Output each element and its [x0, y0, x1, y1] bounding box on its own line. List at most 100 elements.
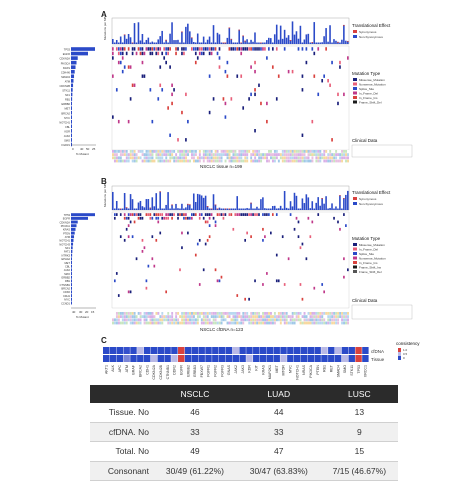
oncoprint-cell — [123, 47, 126, 51]
clinical-cell — [181, 153, 184, 156]
burden-synonymous-cap — [250, 202, 252, 204]
oncoprint-cell — [187, 231, 189, 235]
table-cell: 30/47 (63.83%) — [236, 461, 321, 481]
clinical-cell — [119, 159, 122, 163]
burden-bar — [297, 38, 300, 44]
burden-bar — [121, 42, 124, 44]
clinical-cell — [291, 159, 294, 163]
burden-bar — [319, 205, 321, 210]
clinical-cell — [192, 159, 195, 163]
clinical-cell — [315, 315, 318, 318]
gene-bar — [71, 74, 75, 79]
clinical-cell — [271, 321, 274, 325]
clinical-cell — [135, 318, 138, 322]
clinical-cell — [256, 159, 259, 163]
gene-label: KDR — [65, 129, 71, 133]
gene-bar — [71, 216, 88, 220]
oncoprint-cell — [264, 47, 266, 51]
clinical-cell — [210, 318, 213, 322]
clinical-cell — [204, 150, 207, 153]
oncoprint-cell — [262, 227, 264, 231]
gene-label: SMO — [64, 272, 70, 276]
clinical-cell — [220, 159, 223, 163]
gene-bar — [71, 106, 72, 110]
clinical-cell — [163, 159, 166, 163]
oncoprint-cell — [196, 47, 199, 51]
oncoprint-cell — [167, 216, 169, 220]
oncoprint-cell — [198, 283, 201, 286]
clinical-cell — [309, 321, 312, 325]
clinical-cell — [147, 321, 150, 325]
clinical-cell — [185, 153, 188, 156]
burden-bar — [335, 206, 337, 210]
clinical-cell — [183, 315, 186, 318]
clinical-cell — [112, 150, 114, 153]
table-header-row: NSCLC LUAD LUSC — [90, 385, 398, 403]
clinical-cell — [291, 315, 294, 318]
a-effect-legend-title: Translational Effect — [352, 23, 391, 28]
oncoprint-cell — [175, 47, 177, 51]
oncoprint-cell — [155, 213, 158, 216]
gene-label: CDKN2B — [59, 84, 70, 88]
gene-label: NOTCH1 — [59, 239, 70, 243]
clinical-cell — [171, 321, 174, 325]
clinical-cell — [295, 312, 298, 315]
burden-bar — [141, 206, 144, 210]
oncoprint-cell — [147, 47, 150, 51]
clinical-cell — [149, 318, 152, 322]
clinical-cell — [341, 159, 344, 163]
clinical-cell — [125, 318, 128, 322]
clinical-cell — [218, 318, 221, 322]
burden-bar — [293, 34, 296, 44]
burden-synonymous-cap — [347, 40, 349, 42]
clinical-cell — [153, 315, 156, 318]
clinical-cell — [297, 159, 300, 163]
clinical-cell — [307, 156, 310, 160]
oncoprint-cell — [226, 60, 229, 65]
clinical-cell — [343, 150, 346, 153]
oncoprint-cell — [135, 213, 138, 216]
clinical-cell — [202, 150, 205, 153]
clinical-cell — [157, 159, 160, 163]
clinical-cell — [264, 318, 267, 322]
heatmap-gene-label: CDH1 — [145, 365, 149, 375]
mutation-legend-swatch — [353, 265, 357, 269]
clinical-cell — [133, 321, 136, 325]
clinical-cell — [275, 150, 278, 153]
clinical-cell — [313, 312, 316, 315]
oncoprint-cell — [145, 286, 148, 290]
clinical-cell — [246, 321, 249, 325]
oncoprint-cell — [248, 297, 250, 301]
clinical-cell — [177, 318, 180, 322]
clinical-cell — [228, 318, 231, 322]
burden-synonymous-cap — [123, 34, 126, 36]
clinical-cell — [183, 159, 186, 163]
clinical-cell — [248, 312, 251, 315]
oncoprint-cell — [337, 101, 339, 106]
heatmap-cell-cfdna — [143, 347, 151, 354]
clinical-cell — [264, 315, 267, 318]
burden-bar — [337, 208, 339, 210]
burden-synonymous-cap — [230, 38, 233, 40]
oncoprint-cell — [271, 47, 274, 51]
burden-synonymous-cap — [210, 208, 213, 210]
oncoprint-cell — [131, 83, 134, 87]
b-effect-item-0: Synonymous — [359, 197, 377, 201]
clinical-cell — [115, 150, 118, 153]
gene-bar — [71, 290, 72, 294]
oncoprint-cell — [208, 110, 211, 115]
clinical-cell — [183, 156, 186, 160]
heatmap-gene-label: NRAS — [302, 364, 306, 375]
clinical-cell — [177, 153, 180, 156]
clinical-cell — [194, 153, 197, 156]
clinical-cell — [321, 315, 324, 318]
clinical-cell — [220, 156, 223, 160]
oncoprint-cell — [232, 47, 235, 51]
oncoprint-cell — [254, 60, 256, 65]
clinical-cell — [189, 315, 191, 318]
clinical-cell — [341, 315, 344, 318]
clinical-cell — [240, 159, 243, 163]
panel-b: Mutations per MB TP53EGFRCDKN2APIK3CAKRA… — [59, 183, 413, 332]
oncoprint-cell — [157, 51, 160, 56]
clinical-cell — [181, 150, 184, 153]
